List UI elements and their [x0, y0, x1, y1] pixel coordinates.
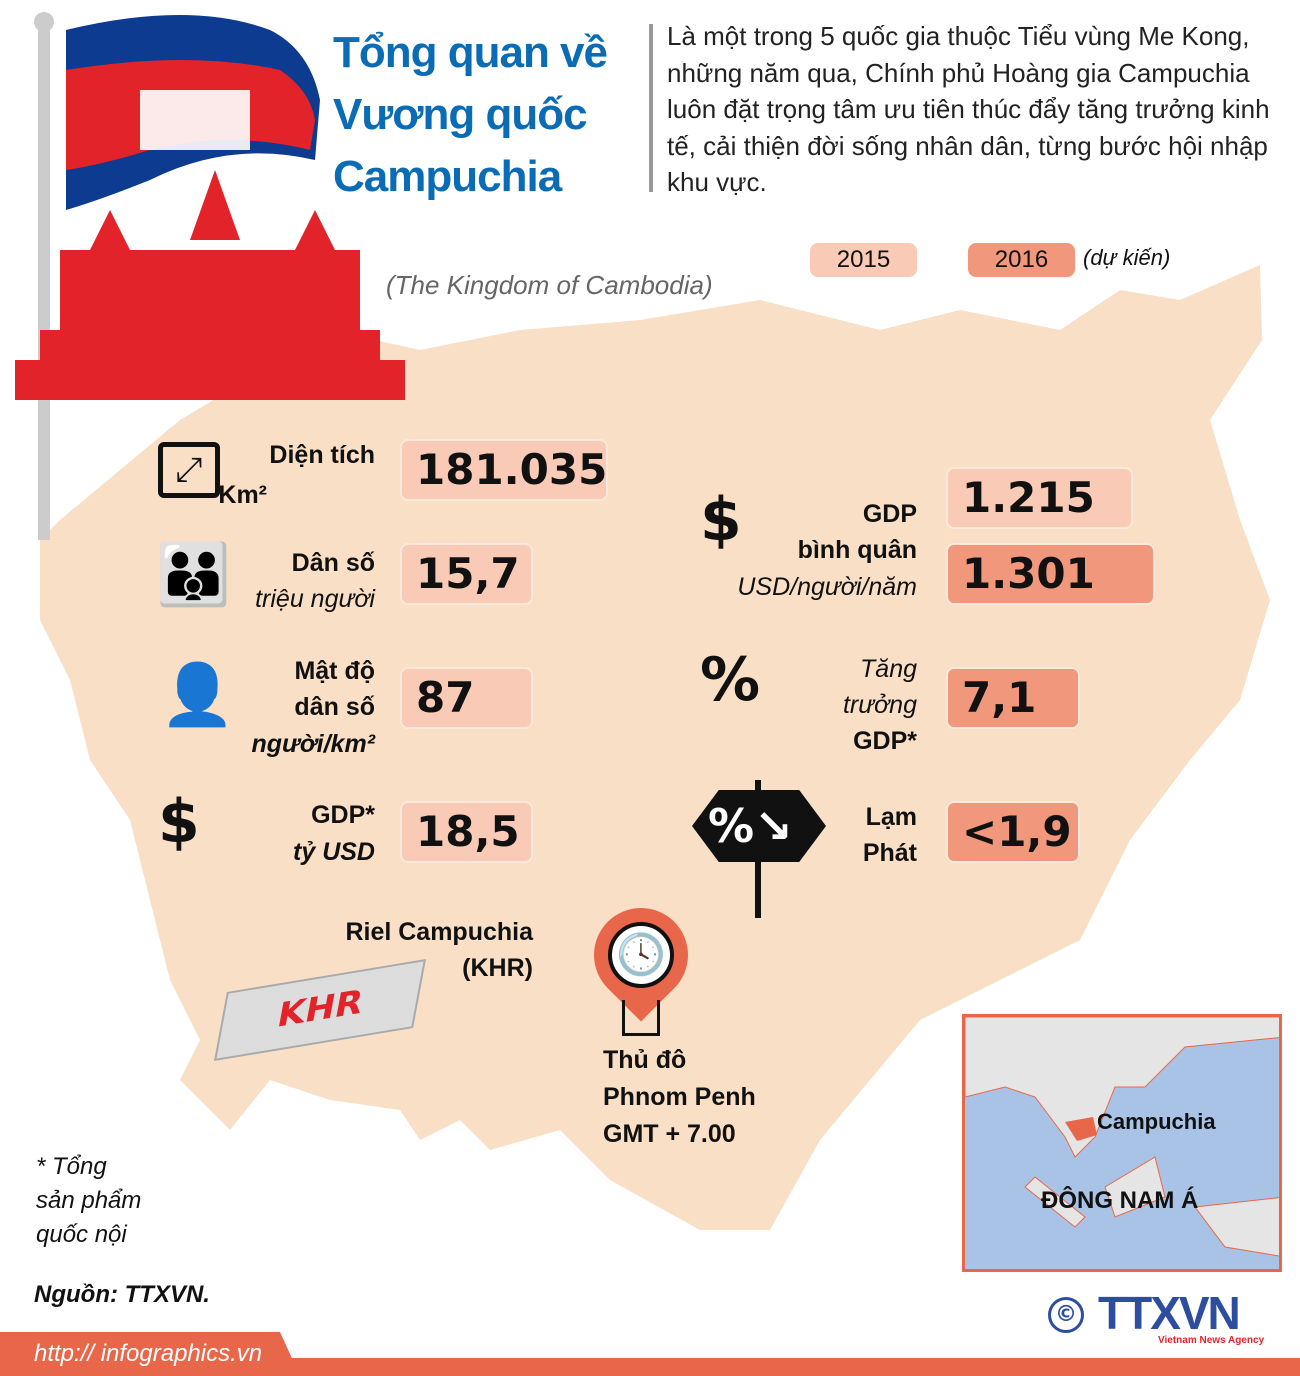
source: Nguồn: TTXVN.	[34, 1281, 210, 1308]
density-unit: người/km²	[251, 730, 375, 758]
inflation-label-2: Phát	[862, 839, 917, 867]
footnote: * Tổng sản phẩm quốc nội	[36, 1150, 141, 1252]
building-icon	[622, 1000, 660, 1036]
legend-2015: 2015	[810, 243, 917, 277]
title-line: Campuchia	[333, 152, 562, 201]
person-dollar-icon: $	[700, 485, 742, 555]
southeast-asia-inset-map: Campuchia ĐÔNG NAM Á	[962, 1014, 1282, 1272]
population-label: Dân số	[291, 549, 375, 577]
gdp-per-capita-2015: 1.215	[946, 467, 1133, 529]
growth-label-2: trưởng	[842, 691, 917, 719]
gdp-per-capita-unit: USD/người/năm	[737, 573, 917, 601]
population-unit: triệu người	[255, 585, 375, 613]
footnote-line: sản phẩm	[36, 1187, 142, 1214]
gdp-value: 18,5	[400, 801, 533, 863]
legend-2016: 2016	[968, 243, 1075, 277]
capital-timezone: GMT + 7.00	[603, 1120, 736, 1148]
inflation-label-1: Lạm	[865, 803, 917, 831]
inset-landmass	[965, 1017, 1279, 1257]
footnote-line: * Tổng	[36, 1153, 107, 1180]
logo-tagline: Vietnam News Agency	[1158, 1335, 1265, 1346]
density-label-2: dân số	[294, 693, 375, 721]
website-link[interactable]: http:// infographics.vn	[0, 1332, 300, 1376]
area-unit: Km²	[218, 481, 267, 509]
copyright-icon: ©	[1048, 1297, 1084, 1333]
banknote-label: KHR	[274, 982, 367, 1036]
area-arrows-icon: ⤢	[158, 442, 220, 498]
percent-sign-icon: %↘	[692, 790, 826, 862]
legend-note: (dự kiến)	[1083, 245, 1171, 270]
currency-name: Riel Campuchia	[345, 918, 533, 946]
growth-label-3: GDP*	[853, 727, 917, 755]
inflation-value: <1,9	[946, 801, 1080, 863]
page-title: Tổng quan về Vương quốc Campuchia	[333, 22, 608, 208]
growth-value: 7,1	[946, 667, 1080, 729]
divider	[649, 24, 653, 192]
gdp-per-capita-label-2: bình quân	[797, 536, 917, 564]
density-value: 87	[400, 667, 533, 729]
title-line: Tổng quan về	[333, 28, 608, 77]
area-label: Diện tích	[269, 441, 375, 469]
gdp-per-capita-2016: 1.301	[946, 543, 1155, 605]
people-percent-icon: %	[700, 645, 761, 715]
title-line: Vương quốc	[333, 90, 588, 139]
area-value: 181.035	[400, 439, 608, 501]
inset-country-label: Campuchia	[1097, 1109, 1216, 1134]
inset-region-label: ĐÔNG NAM Á	[1041, 1187, 1199, 1214]
person-on-land-icon: 👤	[160, 660, 235, 730]
people-dollar-icon: $	[158, 787, 200, 857]
population-value: 15,7	[400, 543, 533, 605]
density-label-1: Mật độ	[294, 657, 375, 685]
gdp-per-capita-label-1: GDP	[862, 500, 917, 528]
clock-icon: 🕓	[608, 922, 674, 988]
gdp-label: GDP*	[311, 801, 375, 829]
subtitle: (The Kingdom of Cambodia)	[386, 270, 713, 300]
capital-label: Thủ đô	[603, 1046, 687, 1074]
ttxvn-logo: TTXVN	[1098, 1287, 1241, 1339]
footnote-line: quốc nội	[36, 1221, 127, 1248]
growth-label-1: Tăng	[860, 655, 917, 683]
gdp-unit: tỷ USD	[293, 838, 375, 866]
capital-city: Phnom Penh	[603, 1083, 756, 1111]
footer-bar	[0, 1358, 1300, 1376]
people-group-icon: 👪	[156, 540, 231, 610]
cambodia-flag-temple	[15, 12, 405, 540]
currency-code: (KHR)	[462, 954, 533, 982]
intro-text: Là một trong 5 quốc gia thuộc Tiểu vùng …	[667, 21, 1270, 197]
